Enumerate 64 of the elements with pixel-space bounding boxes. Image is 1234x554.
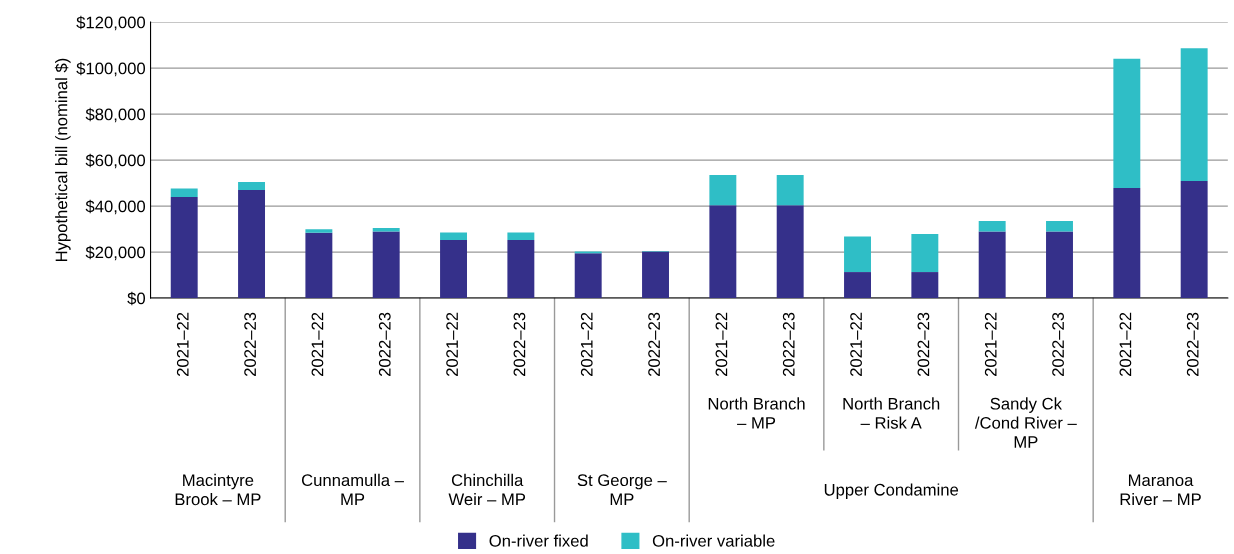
x-tick-label: 2021–22	[850, 312, 862, 376]
bar	[642, 251, 669, 299]
bar	[170, 188, 198, 197]
bar	[978, 231, 1006, 299]
bar	[574, 253, 602, 299]
text: North Branch – Risk A	[843, 397, 940, 429]
x-tick-label: 2021–22	[984, 312, 997, 376]
x-tick-label: 2022–23	[917, 312, 930, 376]
text: Cunnamulla – MP	[301, 473, 404, 506]
y-tick-label: $60,000	[85, 153, 146, 169]
bar	[844, 272, 871, 299]
y-tick-label: $120,000	[76, 15, 146, 31]
x-tick-label: 2021–22	[176, 312, 189, 376]
x-tick-label: 2022–23	[513, 312, 526, 376]
y-tick-label: $100,000	[76, 61, 146, 77]
y-tick-label: $40,000	[85, 199, 146, 215]
text: Upper Condamine	[824, 483, 959, 499]
x-tick-label: 2022–23	[648, 312, 660, 376]
bar	[1113, 187, 1141, 299]
bar	[1046, 221, 1073, 232]
bar	[776, 205, 804, 299]
text: North Branch – MP	[708, 397, 805, 429]
bar	[170, 196, 198, 299]
bar	[1180, 48, 1208, 182]
x-tick-label: 2022–23	[1052, 312, 1064, 376]
bar	[911, 233, 939, 273]
x-tick-label: 2021–22	[715, 312, 728, 376]
bar	[1046, 231, 1073, 299]
bar	[709, 205, 737, 299]
bar	[305, 229, 333, 233]
text: Maranoa River – MP	[1120, 474, 1201, 506]
x-tick-label: 2022–23	[1186, 312, 1199, 376]
bar	[1113, 58, 1141, 188]
bar	[709, 175, 737, 206]
legend-label: On-river fixed	[489, 534, 588, 547]
text: St George – MP	[577, 474, 667, 506]
text: Sandy Ck /Cond River – MP	[974, 397, 1077, 448]
bar	[440, 239, 467, 299]
x-tick-label: 2021–22	[446, 312, 459, 376]
bar	[305, 232, 333, 299]
bar	[238, 189, 266, 299]
bar	[776, 175, 804, 206]
x-tick-label: 2022–23	[244, 312, 257, 376]
y-tick-label: $0	[127, 291, 146, 306]
bar	[844, 236, 871, 273]
text: Chinchilla Weir – MP	[448, 473, 526, 506]
x-tick-label: 2022–23	[378, 312, 391, 376]
y-tick-label: $80,000	[85, 107, 146, 123]
x-tick-label: 2021–22	[1119, 312, 1132, 376]
bar	[372, 231, 400, 299]
bar	[978, 221, 1006, 232]
bar	[1180, 181, 1208, 299]
x-tick-label: 2021–22	[580, 312, 593, 376]
bar	[238, 181, 266, 190]
x-tick-label: 2021–22	[311, 312, 324, 376]
x-tick-label: 2022–23	[782, 312, 795, 376]
bar	[440, 232, 467, 240]
legend-label: On-river variable	[652, 534, 775, 547]
bar	[507, 232, 535, 240]
y-axis-title: Hypothetical bill (nominal $)	[54, 58, 71, 262]
bar	[507, 239, 535, 299]
y-tick-label: $20,000	[85, 245, 146, 261]
bar	[911, 272, 939, 299]
text: Macintyre Brook – MP	[175, 473, 261, 506]
